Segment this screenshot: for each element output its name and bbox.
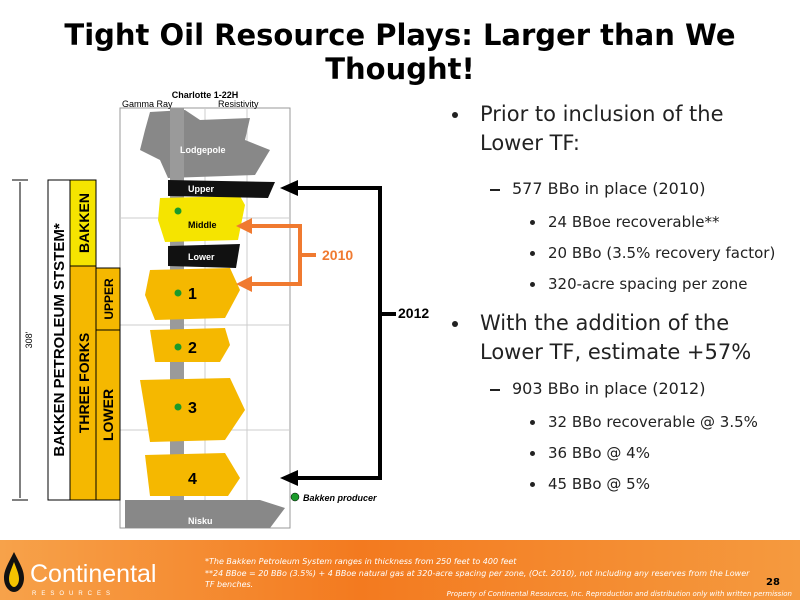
- system-label: BAKKEN PETROLEUM STSTEM*: [51, 223, 68, 457]
- bullet: [530, 282, 535, 287]
- sub-bullet: 577 BBo in place (2010): [512, 179, 706, 198]
- logo: Continental RESOURCES: [4, 552, 156, 597]
- nisku-log: [125, 500, 285, 528]
- tf-zone-4: [145, 453, 240, 496]
- dash: [490, 189, 500, 191]
- tf-zone-2: [150, 328, 230, 362]
- logo-sub: RESOURCES: [32, 591, 115, 597]
- footnote: **24 BBoe = 20 BBo (3.5%) + 4 BBoe natur…: [205, 569, 750, 589]
- title: Tight Oil Resource Plays: Larger than We…: [64, 18, 736, 86]
- tf-zone-3: [140, 378, 245, 442]
- tf-label: THREE FORKS: [76, 333, 92, 433]
- page-number: 28: [766, 577, 780, 588]
- producer-dots: [174, 207, 182, 411]
- arrow-2012: [296, 186, 382, 480]
- bullet: [530, 251, 535, 256]
- bullet: [452, 321, 458, 327]
- footnote: *The Bakken Petroleum System ranges in t…: [205, 557, 517, 566]
- sub-sub-bullet: 36 BBo @ 4%: [548, 444, 650, 462]
- bullet: [530, 220, 535, 225]
- bullet: [530, 482, 535, 487]
- logo-text: Continental: [30, 560, 156, 588]
- tf-upper-box: [95, 267, 121, 331]
- formation-label: Upper: [188, 184, 215, 194]
- track-label: Resistivity: [218, 99, 259, 109]
- label-2010: 2010: [322, 247, 353, 263]
- middle-bakken: [158, 196, 245, 242]
- bakken-label: BAKKEN: [76, 193, 92, 253]
- sub-bullet: 903 BBo in place (2012): [512, 379, 706, 398]
- formation-label: Middle: [188, 220, 217, 230]
- formation-label: Nisku: [188, 516, 213, 526]
- bullet: [530, 420, 535, 425]
- label-2012: 2012: [398, 305, 429, 321]
- rights: Property of Continental Resources, Inc. …: [446, 590, 792, 598]
- sub-sub-bullet: 45 BBo @ 5%: [548, 475, 650, 493]
- sub-sub-bullet: 20 BBo (3.5% recovery factor): [548, 244, 776, 262]
- legend-label: Bakken producer: [303, 493, 377, 503]
- zone-label: 1: [188, 286, 197, 303]
- track-label: Gamma Ray: [122, 99, 173, 109]
- footer: Continental RESOURCES *The Bakken Petrol…: [0, 540, 800, 600]
- sub-sub-bullet: 32 BBo recoverable @ 3.5%: [548, 413, 758, 431]
- bullet: [530, 451, 535, 456]
- arrowheads-2010: [236, 218, 252, 292]
- well-name: Charlotte 1-22H: [172, 90, 239, 100]
- formation-label: Lower: [188, 252, 215, 262]
- tf-zone-1: [145, 268, 240, 320]
- bullet-text: Prior to inclusion of the Lower TF:: [480, 102, 724, 155]
- dash: [490, 389, 500, 391]
- bullet: [452, 112, 458, 118]
- tf-lower-box: [95, 329, 121, 501]
- upper-shale: [168, 180, 275, 198]
- sub-sub-bullet: 320-acre spacing per zone: [548, 275, 748, 293]
- log-diagram: Lodgepole Upper Middle Lower Nisku 1 2 3…: [12, 90, 429, 529]
- tf-upper-label: UPPER: [102, 278, 116, 320]
- zone-label: 2: [188, 340, 197, 357]
- thickness-label: 308': [24, 331, 34, 348]
- zone-label: 4: [188, 471, 197, 488]
- zone-label: 3: [188, 400, 197, 417]
- lower-shale: [168, 244, 240, 268]
- sub-sub-bullet: 24 BBoe recoverable**: [548, 213, 720, 231]
- bullet-text: With the addition of the Lower TF, estim…: [480, 311, 752, 364]
- tf-lower-label: LOWER: [100, 389, 116, 441]
- formation-label: Lodgepole: [180, 145, 226, 155]
